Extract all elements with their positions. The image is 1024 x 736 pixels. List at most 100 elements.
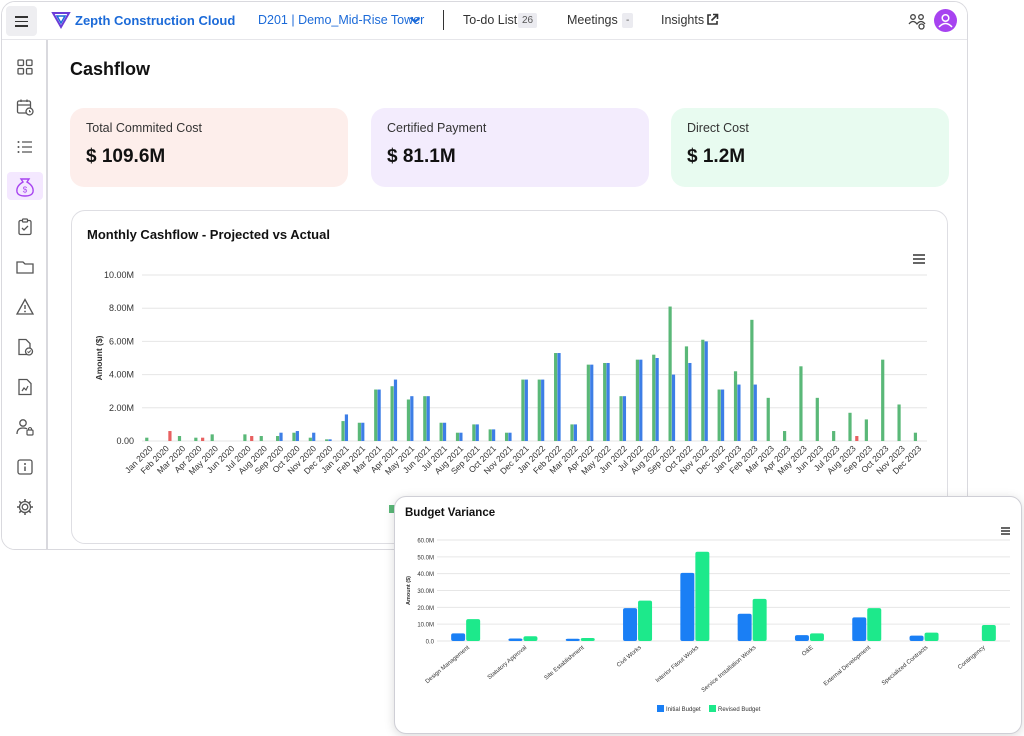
bar bbox=[688, 362, 692, 441]
bar bbox=[377, 389, 381, 441]
x-tick-label: O&E bbox=[801, 645, 815, 658]
sidebar-item-cashflow[interactable]: $ bbox=[7, 172, 43, 200]
bar bbox=[590, 364, 594, 441]
x-tick-label: Statutory Approval bbox=[487, 645, 528, 681]
monthly-cashflow-card: Monthly Cashflow - Projected vs Actual 0… bbox=[71, 210, 948, 544]
bar bbox=[753, 384, 757, 441]
bar bbox=[504, 432, 509, 441]
bar bbox=[867, 608, 882, 641]
money-bag-icon: $ bbox=[16, 178, 34, 197]
sidebar-item-reports[interactable] bbox=[15, 377, 35, 397]
calendar-clock-icon bbox=[16, 99, 34, 116]
bar bbox=[832, 431, 836, 441]
bar bbox=[766, 397, 770, 441]
meetings-count-badge: - bbox=[622, 13, 634, 28]
warning-icon bbox=[15, 298, 35, 315]
monthly-cashflow-chart: 0.00 2.00M 4.00M 6.00M 8.00M 10.00M Amount ($)… bbox=[94, 270, 927, 513]
sidebar-item-settings[interactable] bbox=[15, 497, 35, 517]
brand-name[interactable]: Zepth Construction Cloud bbox=[75, 13, 236, 28]
todo-count-badge: 26 bbox=[518, 13, 538, 28]
y-tick-label: 60.0M bbox=[417, 539, 434, 545]
bar bbox=[488, 429, 492, 441]
y-tick-label: 40.0M bbox=[417, 572, 434, 578]
sidebar-item-tasks[interactable] bbox=[15, 137, 35, 157]
user-avatar[interactable] bbox=[934, 9, 957, 32]
chart-menu-icon[interactable] bbox=[913, 254, 925, 264]
hamburger-menu-button[interactable] bbox=[6, 6, 37, 36]
bar bbox=[250, 436, 254, 441]
chart-menu-icon[interactable] bbox=[1001, 527, 1010, 537]
budget-variance-card: Budget Variance 0.0 10.0M 20.0M 30.0M 40.0M 5… bbox=[394, 496, 1022, 734]
y-tick-label: 6.00M bbox=[109, 336, 134, 346]
bar bbox=[720, 389, 725, 441]
x-tick-label: Interior Fitout Works bbox=[655, 645, 700, 684]
y-tick-label: 50.0M bbox=[417, 555, 434, 561]
bar bbox=[279, 432, 283, 441]
bar bbox=[924, 632, 939, 641]
bar bbox=[194, 437, 198, 441]
chart-title: Budget Variance bbox=[405, 507, 496, 519]
y-tick-label: 0.0 bbox=[426, 640, 435, 646]
bar bbox=[573, 424, 577, 441]
info-icon bbox=[17, 459, 33, 475]
bar bbox=[799, 366, 803, 441]
document-check-icon bbox=[18, 338, 34, 356]
clipboard-check-icon bbox=[18, 218, 32, 236]
bar bbox=[523, 636, 538, 641]
bar bbox=[619, 396, 623, 441]
sidebar-item-documents[interactable] bbox=[15, 257, 35, 277]
bar bbox=[733, 371, 738, 441]
report-icon bbox=[18, 378, 32, 396]
sidebar-item-schedule[interactable] bbox=[15, 97, 35, 117]
sidebar-item-users[interactable] bbox=[15, 417, 35, 437]
bar bbox=[308, 437, 312, 441]
team-settings-icon[interactable] bbox=[907, 11, 927, 31]
bar bbox=[623, 608, 638, 641]
chevron-down-icon[interactable] bbox=[409, 15, 421, 25]
bar bbox=[276, 436, 280, 441]
bar bbox=[638, 600, 653, 641]
page-title: Cashflow bbox=[70, 59, 151, 79]
bar bbox=[635, 359, 640, 441]
x-tick-label: Site Establishment bbox=[544, 645, 586, 682]
sidebar-item-issues[interactable] bbox=[15, 297, 35, 317]
grid-icon bbox=[17, 59, 33, 75]
y-axis-label: Amount ($) bbox=[406, 576, 412, 605]
x-tick-label: External Development bbox=[823, 645, 872, 688]
y-tick-label: 4.00M bbox=[109, 370, 134, 380]
project-selector[interactable]: D201 | Demo_Mid-Rise Tower bbox=[258, 13, 425, 27]
sidebar-item-checklists[interactable] bbox=[15, 217, 35, 237]
bar bbox=[243, 434, 247, 441]
bar bbox=[864, 419, 868, 441]
bar bbox=[815, 397, 819, 441]
bar bbox=[717, 389, 721, 441]
gear-icon bbox=[17, 499, 33, 515]
bar bbox=[423, 396, 427, 441]
legend-label: Revised Budget bbox=[718, 707, 761, 713]
bar bbox=[168, 431, 172, 441]
x-tick-label: Design Management bbox=[425, 645, 472, 685]
sidebar-item-dashboard[interactable] bbox=[15, 57, 35, 77]
bar bbox=[809, 633, 824, 641]
bar bbox=[671, 374, 676, 441]
nav-todo-list[interactable]: To-do List bbox=[463, 13, 518, 27]
kpi-label: Direct Cost bbox=[687, 121, 749, 135]
bar bbox=[913, 432, 918, 441]
bar bbox=[521, 379, 525, 441]
bar bbox=[442, 422, 447, 441]
bar bbox=[374, 389, 378, 441]
chart-title: Monthly Cashflow - Projected vs Actual bbox=[87, 227, 330, 242]
bar bbox=[426, 396, 430, 441]
nav-meetings[interactable]: Meetings bbox=[567, 13, 618, 27]
bar bbox=[357, 422, 361, 441]
bar bbox=[508, 432, 512, 441]
bar bbox=[554, 353, 558, 441]
nav-insights[interactable]: Insights bbox=[661, 13, 705, 27]
bar bbox=[524, 379, 528, 441]
x-tick-label: Specialized Contracts bbox=[881, 645, 929, 687]
external-link-icon[interactable] bbox=[706, 13, 719, 26]
sidebar-item-approvals[interactable] bbox=[15, 337, 35, 357]
sidebar-item-info[interactable] bbox=[15, 457, 35, 477]
bar bbox=[794, 635, 809, 641]
bar bbox=[295, 431, 299, 441]
